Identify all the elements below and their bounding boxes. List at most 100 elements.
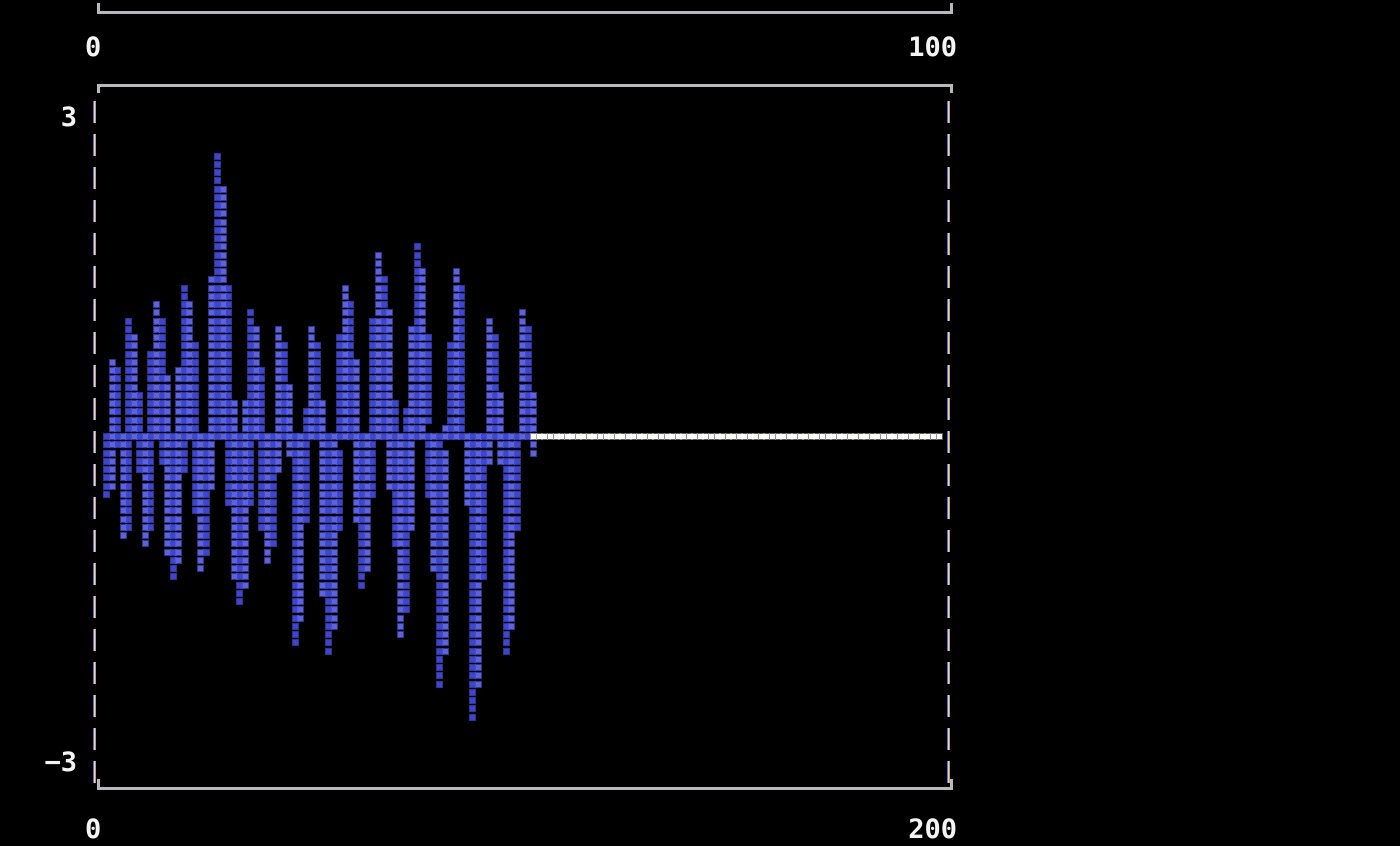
- series-dot: [425, 376, 431, 382]
- series-dot: [503, 475, 509, 481]
- series-dot: [364, 533, 370, 538]
- series-dot: [248, 318, 254, 324]
- series-dot: [314, 434, 320, 439]
- series-dot: [109, 384, 115, 390]
- series-dot: [209, 326, 215, 332]
- series-dot: [153, 384, 159, 390]
- series-dot: [215, 335, 220, 340]
- series-dot: [264, 475, 270, 481]
- series-dot: [237, 541, 243, 547]
- series-dot: [181, 458, 187, 464]
- series-dot: [403, 467, 409, 472]
- series-dot: [259, 491, 265, 497]
- series-dot: [209, 285, 215, 291]
- series-dot: [176, 491, 182, 497]
- series-dot: [348, 335, 354, 340]
- series-dot: [326, 491, 331, 497]
- series-dot: [215, 343, 220, 349]
- series-dot: [375, 326, 381, 332]
- series-dot: [331, 516, 337, 522]
- series-dot: [226, 310, 232, 316]
- series-dot: [409, 409, 415, 415]
- series-dot: [181, 417, 187, 423]
- series-dot: [425, 351, 431, 357]
- reference-line-dot: [775, 434, 781, 439]
- series-dot: [437, 434, 442, 439]
- series-dot: [176, 467, 182, 472]
- series-dot: [237, 434, 243, 439]
- series-dot: [459, 417, 465, 423]
- series-dot: [425, 409, 431, 415]
- series-dot: [292, 615, 298, 621]
- series-dot: [215, 161, 220, 167]
- series-dot: [425, 458, 431, 464]
- series-dot: [126, 326, 132, 332]
- series-dot: [398, 458, 404, 464]
- series-dot: [525, 401, 531, 406]
- series-dot: [331, 615, 337, 621]
- series-dot: [398, 483, 404, 489]
- series-dot: [403, 500, 409, 505]
- series-dot: [503, 640, 509, 646]
- series-dot: [409, 516, 415, 522]
- series-dot: [370, 442, 376, 448]
- series-dot: [503, 483, 509, 489]
- reference-line-dot: [842, 434, 848, 439]
- series-dot: [120, 483, 126, 489]
- series-dot: [359, 516, 365, 522]
- series-dot: [442, 508, 448, 514]
- series-dot: [392, 516, 398, 522]
- series-dot: [481, 566, 487, 571]
- series-dot: [370, 417, 376, 423]
- series-dot: [176, 442, 182, 448]
- series-dot: [475, 582, 481, 588]
- series-dot: [120, 508, 126, 514]
- series-dot: [248, 425, 254, 431]
- series-dot: [486, 343, 492, 349]
- series-dot: [437, 632, 442, 637]
- series-dot: [359, 483, 365, 489]
- series-dot: [503, 648, 509, 654]
- series-dot: [253, 368, 259, 373]
- series-dot: [425, 335, 431, 340]
- series-dot: [331, 623, 337, 629]
- series-dot: [398, 607, 404, 613]
- series-dot: [165, 450, 171, 456]
- series-dot: [414, 359, 420, 365]
- series-dot: [248, 442, 254, 448]
- series-dot: [209, 343, 215, 349]
- series-dot: [259, 467, 265, 472]
- series-dot: [331, 450, 337, 456]
- series-dot: [475, 516, 481, 522]
- series-dot: [209, 401, 215, 406]
- series-dot: [392, 483, 398, 489]
- series-dot: [126, 500, 132, 505]
- series-dot: [470, 689, 476, 695]
- series-dot: [270, 434, 276, 439]
- series-dot: [215, 211, 220, 217]
- series-dot: [525, 359, 531, 365]
- series-dot: [187, 434, 193, 439]
- series-dot: [237, 483, 243, 489]
- reference-line-dot: [930, 434, 936, 439]
- series-dot: [409, 500, 415, 505]
- series-dot: [459, 343, 465, 349]
- series-dot: [126, 425, 132, 431]
- series-dot: [226, 434, 232, 439]
- series-dot: [437, 516, 442, 522]
- series-dot: [337, 508, 343, 514]
- series-dot: [326, 467, 331, 472]
- series-dot: [142, 434, 148, 439]
- series-dot: [326, 599, 331, 604]
- series-dot: [137, 425, 143, 431]
- series-dot: [298, 615, 304, 621]
- series-dot: [192, 351, 198, 357]
- series-dot: [248, 475, 254, 481]
- series-dot: [292, 623, 298, 629]
- reference-line-dot: [914, 434, 920, 439]
- series-dot: [437, 623, 442, 629]
- series-dot: [259, 500, 265, 505]
- series-dot: [220, 260, 226, 266]
- series-dot: [414, 376, 420, 382]
- series-dot: [326, 590, 331, 596]
